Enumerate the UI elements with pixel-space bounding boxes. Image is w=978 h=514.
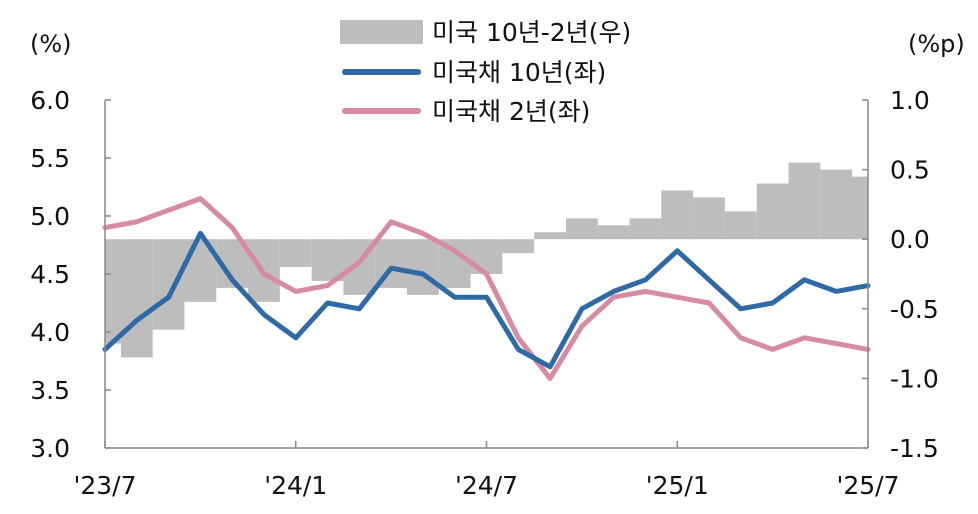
left-y-tick-label: 6.0 <box>30 86 70 115</box>
yield-lines-layer <box>102 196 871 381</box>
right-y-tick-label: -1.0 <box>890 364 939 393</box>
spread-area-bar <box>311 239 344 281</box>
spread-area-bar <box>693 197 725 240</box>
right-axis-unit-label: (%p) <box>908 30 965 58</box>
legend-swatch-spread <box>340 20 423 44</box>
spread-area-bar <box>152 239 185 330</box>
spread-area-bar <box>756 183 789 240</box>
legend-label: 미국채 2년(좌) <box>432 97 590 126</box>
left-y-tick-label: 5.5 <box>30 144 70 173</box>
spread-area-bar <box>565 218 598 240</box>
x-tick-label: '25/7 <box>836 471 899 500</box>
left-y-tick-label: 5.0 <box>30 202 70 231</box>
spread-area-bar <box>724 211 757 240</box>
spread-area-bar <box>105 239 121 344</box>
spread-area-bar <box>820 169 853 240</box>
x-tick-label: '25/1 <box>646 471 709 500</box>
left-y-tick-label: 4.5 <box>30 260 70 289</box>
left-axis-unit-label: (%) <box>30 30 72 58</box>
right-y-tick-label: 0.5 <box>890 156 930 185</box>
x-tick-label: '24/7 <box>455 471 518 500</box>
spread-area-bar <box>534 232 566 240</box>
spread-area-bar <box>597 225 630 240</box>
ust-10y-line <box>102 230 871 370</box>
right-y-tick-label: 0.0 <box>890 225 930 254</box>
right-y-tick-label: -1.5 <box>890 434 939 463</box>
spread-area-bar <box>852 176 868 240</box>
legend-label: 미국 10년-2년(우) <box>432 18 631 47</box>
legend: 미국 10년-2년(우) 미국채 10년(좌) 미국채 2년(좌) <box>340 18 631 126</box>
spread-area-bar <box>788 162 821 240</box>
ust-2y-line <box>102 196 871 381</box>
left-y-tick-label: 3.0 <box>30 434 70 463</box>
spread-area-bar <box>661 190 694 240</box>
x-tick-label: '23/7 <box>73 471 136 500</box>
axes-layer: 3.0 3.5 4.0 4.5 5.0 5.5 6.0 -1.5 -1.0 -0.5 0.0 0.5 1… <box>30 86 939 500</box>
spread-area-bar <box>279 239 312 268</box>
legend-label: 미국채 10년(좌) <box>432 58 606 87</box>
spread-area-bar <box>629 218 662 240</box>
spread-area-bar <box>120 239 153 358</box>
spread-area-bar <box>407 239 439 295</box>
right-y-tick-label: 1.0 <box>890 86 930 115</box>
left-y-tick-label: 4.0 <box>30 318 70 347</box>
spread-area-bar <box>502 239 535 254</box>
left-y-tick-label: 3.5 <box>30 376 70 405</box>
right-y-tick-label: -0.5 <box>890 295 939 324</box>
x-tick-label: '24/1 <box>264 471 327 500</box>
